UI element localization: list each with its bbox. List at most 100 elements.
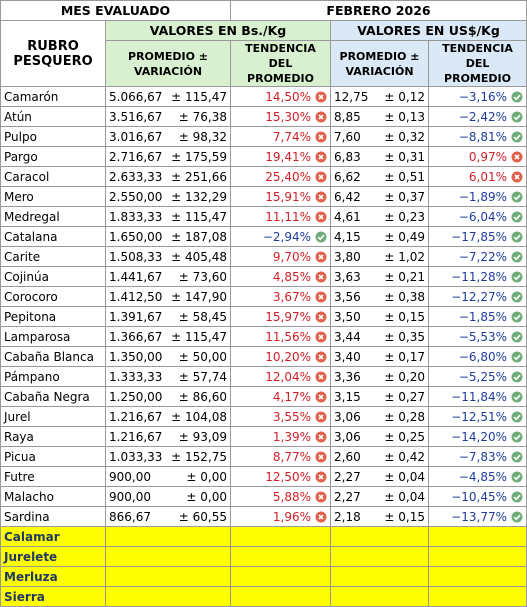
avg-var: 3.016,67 ± 98,32 [109,130,227,144]
row: Cojinúa 1.441,67 ± 73,60 4,85% 3,63 ± 0,21 −11… [0,266,527,287]
avg-var: 3,36 ± 0,20 [334,370,425,384]
item-name: Lamparosa [0,326,106,347]
avg-label: PROMEDIO ± VARIACIÓN [330,40,429,87]
avg-cell: 4,61 ± 0,23 [330,206,429,227]
average: 8,85 [334,109,361,124]
down-icon [511,511,523,522]
down-icon [315,231,327,242]
variation: ± 93,09 [178,429,227,444]
trend-cell: −7,22% [427,246,527,267]
trend: 8,77% [272,449,311,464]
average: 1.391,67 [109,309,163,324]
avg-var: 2.716,67 ± 175,59 [109,150,227,164]
average: 2,18 [334,509,361,524]
avg-var: 1.508,33 ± 405,48 [109,250,227,264]
trend: 6,01% [468,169,508,184]
row: Pámpano 1.333,33 ± 57,74 12,04% 3,36 ± 0,20 −5… [0,366,527,387]
avg-cell: 3,40 ± 0,17 [330,346,429,367]
avg-var: 3,06 ± 0,28 [334,410,425,424]
empty-cell [230,546,331,567]
variation: ± 0,27 [384,389,425,404]
trend: 1,39% [272,429,311,444]
up-icon [315,331,327,342]
avg-cell: 3,63 ± 0,21 [330,266,429,287]
avg-var: 3,50 ± 0,15 [334,310,425,324]
trend-cell: 12,04% [230,366,331,387]
pending-row: Merluza [0,566,527,587]
item-name: Atún [0,106,106,127]
up-icon [315,351,327,362]
average: 1.650,00 [109,229,163,244]
average: 3,06 [334,429,361,444]
avg-var: 7,60 ± 0,32 [334,130,425,144]
variation: ± 76,38 [178,109,227,124]
row: Atún 3.516,67 ± 76,38 15,30% 8,85 ± 0,13 −2,42… [0,106,527,127]
avg-cell: 900,00 ± 0,00 [105,486,231,507]
item-name: Mero [0,186,106,207]
avg-var: 2,27 ± 0,04 [334,470,425,484]
trend-cell: 25,40% [230,166,331,187]
avg-var: 3,56 ± 0,38 [334,290,425,304]
trend-cell: 3,55% [230,406,331,427]
row: Picua 1.033,33 ± 152,75 8,77% 2,60 ± 0,42 −7,8… [0,446,527,467]
avg-var: 8,85 ± 0,13 [334,110,425,124]
trend: −5,25% [458,369,508,384]
avg-cell: 2.716,67 ± 175,59 [105,146,231,167]
trend-cell: 1,39% [230,426,331,447]
up-icon [315,471,327,482]
up-icon [315,431,327,442]
average: 3.516,67 [109,109,163,124]
variation: ± 0,20 [384,369,425,384]
trend: −7,83% [458,449,508,464]
row: Futre 900,00 ± 0,00 12,50% 2,27 ± 0,04 −4,85% [0,466,527,487]
trend-cell: 14,50% [230,86,331,107]
average: 2.550,00 [109,189,163,204]
trend-cell: −5,25% [427,366,527,387]
variation: ± 115,47 [171,89,227,104]
average: 6,42 [334,189,361,204]
row: Catalana 1.650,00 ± 187,08 −2,94% 4,15 ± 0,49… [0,226,527,247]
up-icon [315,271,327,282]
down-icon [511,491,523,502]
avg-cell: 8,85 ± 0,13 [330,106,429,127]
average: 2,27 [334,469,361,484]
row: Pepitona 1.391,67 ± 58,45 15,97% 3,50 ± 0,15 −… [0,306,527,327]
avg-var: 3.516,67 ± 76,38 [109,110,227,124]
avg-var: 3,44 ± 0,35 [334,330,425,344]
trend-cell: −12,51% [427,406,527,427]
row: Cabaña Negra 1.250,00 ± 86,60 4,17% 3,15 ± 0,… [0,386,527,407]
item-name: Cojinúa [0,266,106,287]
avg-var: 1.216,67 ± 93,09 [109,430,227,444]
down-icon [511,331,523,342]
trend: −11,28% [451,269,508,284]
avg-cell: 2,27 ± 0,04 [330,486,429,507]
avg-var: 3,80 ± 1,02 [334,250,425,264]
trend-cell: −12,27% [427,286,527,307]
trend: −4,85% [458,469,508,484]
row: Raya 1.216,67 ± 93,09 1,39% 3,06 ± 0,25 −14,20… [0,426,527,447]
variation: ± 115,47 [171,329,227,344]
avg-cell: 1.833,33 ± 115,47 [105,206,231,227]
trend: −5,53% [458,329,508,344]
avg-cell: 2.550,00 ± 132,29 [105,186,231,207]
trend: −10,45% [451,489,508,504]
variation: ± 0,17 [384,349,425,364]
trend: −8,81% [458,129,508,144]
variation: ± 0,42 [384,449,425,464]
variation: ± 0,23 [384,209,425,224]
trend-cell: 0,97% [427,146,527,167]
trend: −14,20% [451,429,508,444]
row: Carite 1.508,33 ± 405,48 9,70% 3,80 ± 1,02 −7,… [0,246,527,267]
empty-cell [330,566,429,587]
average: 1.216,67 [109,409,163,424]
variation: ± 1,02 [384,249,425,264]
variation: ± 152,75 [171,449,227,464]
trend-cell: −1,85% [427,306,527,327]
avg-cell: 3,36 ± 0,20 [330,366,429,387]
row: Mero 2.550,00 ± 132,29 15,91% 6,42 ± 0,37 −1,8… [0,186,527,207]
row: Camarón 5.066,67 ± 115,47 14,50% 12,75 ± 0,12… [0,86,527,107]
variation: ± 0,04 [384,469,425,484]
trend-cell: 10,20% [230,346,331,367]
